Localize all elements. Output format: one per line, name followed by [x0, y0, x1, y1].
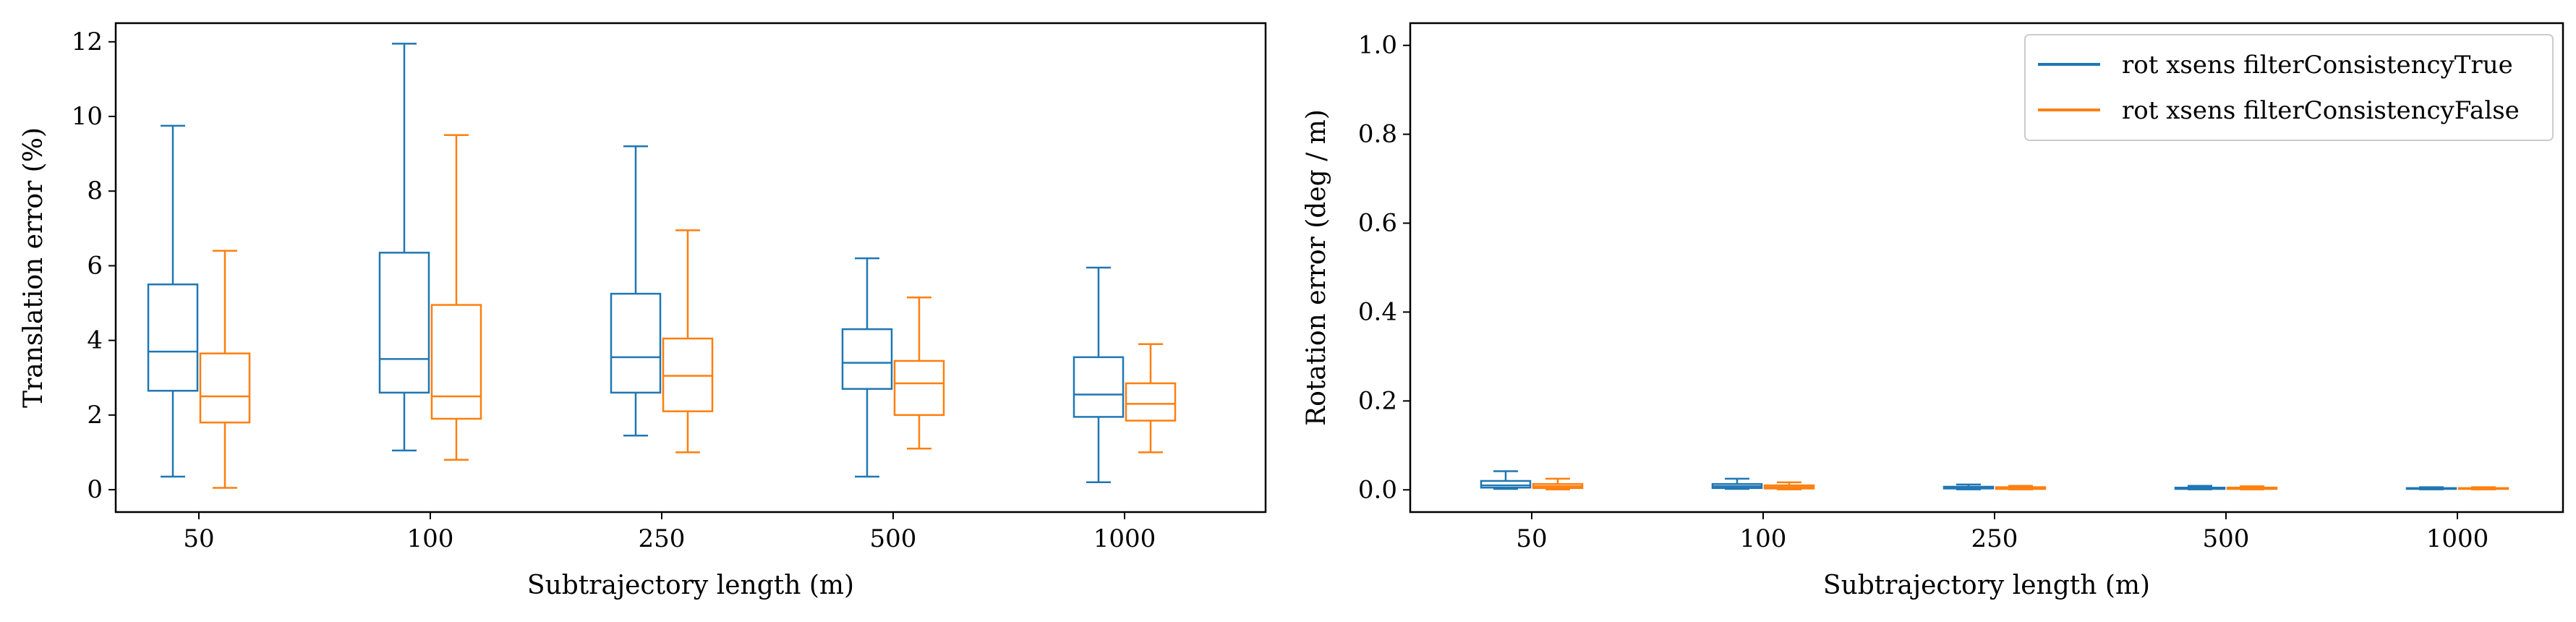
- box-iqr: [378, 252, 430, 394]
- box-iqr: [430, 304, 482, 420]
- box-iqr: [1125, 382, 1177, 422]
- box-iqr: [893, 359, 945, 417]
- y-tick-label: 1.0: [1358, 31, 1397, 60]
- box-iqr: [662, 337, 714, 412]
- box-series-1-500: [893, 297, 945, 450]
- x-tick-label: 250: [1971, 524, 2018, 553]
- x-tick-label: 50: [1516, 524, 1547, 553]
- box-series-1-500: [2226, 485, 2278, 490]
- y-tick-label: 2: [87, 401, 103, 430]
- y-tick-label: 10: [72, 102, 103, 131]
- box-series-1-1000: [2457, 486, 2509, 490]
- x-axis-ticks: 50 100 250 500 1000: [1516, 512, 2488, 553]
- plot-area-frame: [114, 22, 1267, 514]
- rotation-error-chart: 0.0 0.2 0.4 0.6 0.8 1.0 50 100 250 500 1000 Subtr…: [1302, 22, 2564, 600]
- boxplot-marks: [1480, 470, 2509, 490]
- x-tick-label: 50: [183, 524, 214, 553]
- box-series-1-250: [1995, 485, 2047, 490]
- box-series-1-250: [662, 229, 714, 453]
- y-tick-label: 6: [87, 251, 103, 280]
- y-tick-label: 0.6: [1358, 209, 1397, 238]
- x-axis-ticks: 50 100 250 500 1000: [183, 512, 1156, 553]
- x-tick-label: 500: [870, 524, 917, 553]
- translation-error-chart: 0 2 4 6 8 10 12 50 100 250 500 1000 Subtrajectory …: [19, 22, 1267, 600]
- x-tick-label: 100: [407, 524, 454, 553]
- box-iqr: [841, 328, 893, 390]
- x-tick-label: 1000: [2426, 524, 2489, 553]
- boxplot-marks: [147, 43, 1177, 489]
- box-series-0-500: [841, 257, 893, 478]
- box-series-1-50: [199, 250, 251, 489]
- box-series-0-50: [147, 124, 199, 478]
- x-tick-label: 250: [639, 524, 686, 553]
- x-axis-label: Subtrajectory length (m): [1823, 571, 2150, 600]
- y-axis-ticks: 0 2 4 6 8 10 12: [72, 27, 116, 504]
- box-iqr: [610, 292, 662, 394]
- box-iqr: [1072, 356, 1125, 418]
- y-axis-label: Translation error (%): [19, 127, 48, 408]
- x-axis-label: Subtrajectory length (m): [527, 571, 854, 600]
- box-iqr: [199, 352, 251, 424]
- x-tick-label: 1000: [1093, 524, 1156, 553]
- y-tick-label: 0.0: [1358, 475, 1397, 504]
- box-series-0-50: [1480, 470, 1532, 490]
- x-tick-label: 100: [1740, 524, 1787, 553]
- box-series-0-100: [1711, 477, 1763, 490]
- legend-frame: [2024, 34, 2554, 141]
- y-tick-label: 0.4: [1358, 297, 1397, 326]
- y-axis-label: Rotation error (deg / m): [1302, 109, 1331, 426]
- y-tick-label: 0: [87, 475, 103, 504]
- legend: rot xsens filterConsistencyTrue rot xsen…: [2024, 34, 2554, 141]
- y-axis-ticks: 0.0 0.2 0.4 0.6 0.8 1.0: [1358, 31, 1410, 504]
- x-tick-label: 500: [2203, 524, 2250, 553]
- plot-area-frame: [1409, 22, 2564, 514]
- box-series-0-100: [378, 43, 430, 452]
- y-tick-label: 4: [87, 326, 103, 355]
- box-series-1-1000: [1125, 343, 1177, 453]
- y-tick-label: 8: [87, 176, 103, 205]
- box-series-1-100: [430, 134, 482, 461]
- box-series-0-1000: [2405, 486, 2457, 490]
- box-series-1-100: [1763, 481, 1815, 490]
- box-series-0-250: [1942, 483, 1995, 490]
- legend-label-false: rot xsens filterConsistencyFalse: [2122, 96, 2520, 125]
- y-tick-label: 12: [72, 27, 103, 56]
- box-series-0-500: [2174, 485, 2226, 490]
- box-series-1-50: [1532, 477, 1584, 490]
- box-iqr: [1480, 480, 1532, 489]
- box-series-0-250: [610, 145, 662, 437]
- y-tick-label: 0.2: [1358, 386, 1397, 415]
- box-series-0-1000: [1072, 266, 1125, 483]
- legend-label-true: rot xsens filterConsistencyTrue: [2122, 51, 2513, 80]
- y-tick-label: 0.8: [1358, 120, 1397, 149]
- box-iqr: [147, 283, 199, 392]
